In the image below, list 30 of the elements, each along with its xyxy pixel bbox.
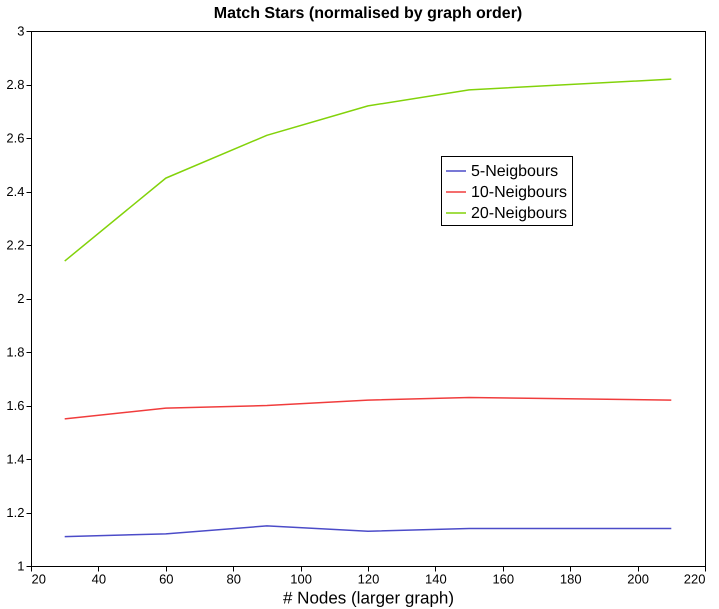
y-tick-label: 1.8: [6, 344, 24, 360]
x-tick-label: 200: [627, 572, 649, 586]
x-tick-label: 100: [290, 572, 312, 586]
x-tick-label: 40: [92, 572, 106, 586]
y-tick-label: 2.6: [6, 130, 24, 146]
x-tick-label: 160: [492, 572, 514, 586]
legend-label: 5-Neigbours: [471, 163, 558, 180]
x-tick-label: 20: [32, 572, 46, 586]
y-tick-label: 3: [17, 24, 24, 38]
legend-label: 10-Neigbours: [471, 184, 568, 201]
x-tick-label: 140: [425, 572, 447, 586]
line-series: [64, 525, 672, 538]
chart-title: Match Stars (normalised by graph order): [214, 5, 522, 22]
line-series: [64, 396, 672, 420]
y-tick-label: 2.8: [6, 77, 24, 92]
legend-label: 20-Neigbours: [471, 205, 568, 222]
x-tick-label: 120: [358, 572, 380, 586]
x-tick-label: 80: [226, 572, 241, 586]
y-tick-label: 1.6: [6, 398, 24, 413]
y-tick-label: 1: [17, 558, 24, 574]
y-tick-label: 2.2: [6, 238, 24, 252]
y-tick-label: 1.2: [6, 505, 24, 520]
y-tick-label: 2: [17, 291, 24, 306]
x-tick-label: 180: [560, 572, 582, 586]
y-tick-label: 1.4: [6, 452, 24, 466]
line-series: [64, 78, 672, 262]
x-tick-label: 60: [159, 572, 174, 586]
x-tick-label: 220: [684, 572, 706, 586]
x-axis-title: # Nodes (larger graph): [282, 588, 454, 608]
y-tick-label: 2.4: [6, 184, 24, 199]
